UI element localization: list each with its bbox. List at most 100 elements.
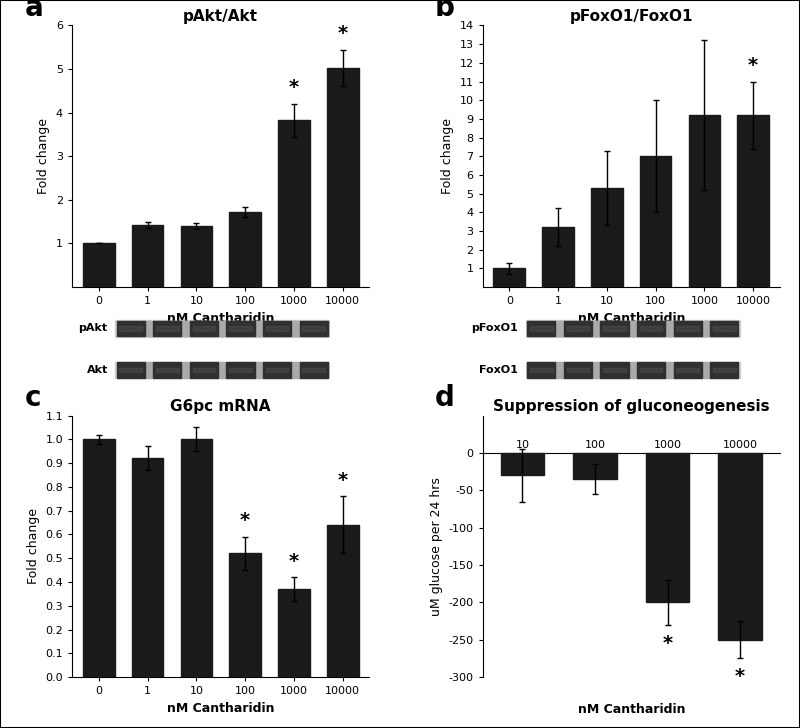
Bar [181,226,212,287]
Bar [278,120,310,287]
Text: Akt: Akt [86,365,108,375]
Bar [181,440,212,677]
Bar [674,321,702,336]
Bar [640,368,662,372]
Bar [302,368,325,372]
Bar [218,363,226,378]
Bar [530,368,553,372]
Text: pFoxO1: pFoxO1 [471,323,518,333]
Bar [230,553,261,677]
Bar [526,320,740,336]
Bar [676,326,699,331]
Y-axis label: Fold change: Fold change [441,118,454,194]
Bar [501,453,544,475]
Text: d: d [435,384,454,412]
Bar [254,321,263,336]
Bar [278,589,310,677]
Bar [600,321,629,336]
Y-axis label: uM glucose per 24 hrs: uM glucose per 24 hrs [430,477,443,616]
Bar [738,115,769,287]
Text: *: * [748,56,758,75]
Bar [182,363,190,378]
Text: *: * [240,511,250,530]
Bar [83,243,114,287]
Bar [193,368,215,372]
Bar [327,68,358,287]
Bar [542,227,574,287]
Bar [132,225,163,287]
Text: *: * [289,552,299,571]
Title: Suppression of gluconeogenesis: Suppression of gluconeogenesis [493,400,770,414]
Text: *: * [289,79,299,98]
Bar [600,363,629,378]
Bar [566,368,589,372]
Title: pAkt/Akt: pAkt/Akt [183,9,258,24]
Bar [603,368,626,372]
Bar [154,321,182,336]
Bar [592,363,600,378]
Y-axis label: Fold change: Fold change [38,118,50,194]
Bar [254,363,263,378]
Bar [154,363,182,378]
Bar [117,321,145,336]
Bar [190,363,218,378]
Bar [299,363,328,378]
Title: pFoxO1/FoxO1: pFoxO1/FoxO1 [570,9,693,24]
Bar [665,321,674,336]
Bar [689,115,720,287]
X-axis label: nM Cantharidin: nM Cantharidin [167,312,274,325]
Text: 1000: 1000 [654,440,682,450]
Bar [182,321,190,336]
X-axis label: nM Cantharidin: nM Cantharidin [578,312,685,325]
Bar [555,321,564,336]
Text: b: b [435,0,454,22]
Bar [530,326,553,331]
Bar [115,320,330,336]
Bar [527,321,555,336]
Bar [156,326,178,331]
Title: G6pc mRNA: G6pc mRNA [170,400,271,414]
Text: c: c [25,384,41,412]
Bar [637,321,665,336]
Bar [564,363,592,378]
Bar [291,363,299,378]
Text: *: * [338,471,348,490]
Bar [302,326,325,331]
Bar [291,321,299,336]
Bar [263,363,291,378]
Bar [566,326,589,331]
Bar [710,321,738,336]
Bar [226,321,254,336]
Text: 10000: 10000 [722,440,758,450]
Bar [676,368,699,372]
Bar [702,363,710,378]
Bar [713,368,735,372]
Text: FoxO1: FoxO1 [479,365,518,375]
Bar [145,321,154,336]
Text: nM Cantharidin: nM Cantharidin [578,703,685,716]
Bar [710,363,738,378]
Bar [119,326,142,331]
Bar [527,363,555,378]
Bar [629,321,637,336]
Bar [299,321,328,336]
Bar [119,368,142,372]
Bar [674,363,702,378]
Bar [83,440,114,677]
Bar [494,268,525,287]
Bar [193,326,215,331]
Text: *: * [338,24,348,44]
Bar [145,363,154,378]
Bar [230,326,252,331]
Bar [637,363,665,378]
Bar [603,326,626,331]
Bar [555,363,564,378]
Bar [646,453,690,602]
Bar [718,453,762,640]
Text: pAkt: pAkt [78,323,108,333]
Bar [132,459,163,677]
Y-axis label: Fold change: Fold change [26,508,40,585]
Bar [665,363,674,378]
Bar [574,453,617,479]
Text: 100: 100 [585,440,606,450]
